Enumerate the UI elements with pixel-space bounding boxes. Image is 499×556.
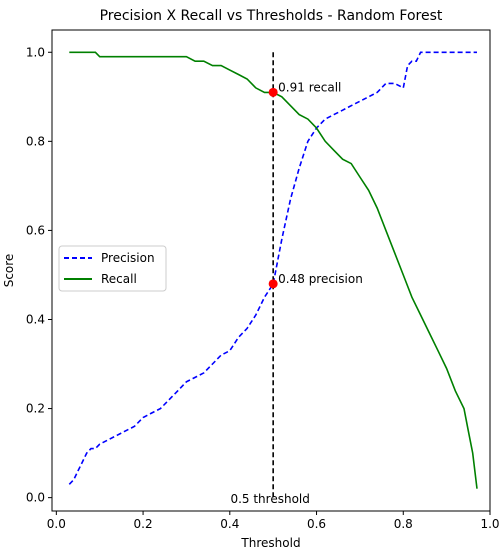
annotation-marker bbox=[268, 279, 278, 289]
chart-title: Precision X Recall vs Thresholds - Rando… bbox=[100, 8, 443, 24]
plot-frame bbox=[51, 29, 491, 512]
y-tick-label: 1.0 bbox=[26, 45, 45, 59]
x-tick-label: 0.2 bbox=[134, 517, 153, 531]
y-axis-label: Score bbox=[2, 254, 16, 288]
annotation-label: 0.48 precision bbox=[278, 272, 363, 286]
annotation-label: 0.91 recall bbox=[278, 80, 341, 94]
y-tick-label: 0.4 bbox=[26, 312, 45, 326]
y-tick-label: 0.6 bbox=[26, 223, 45, 237]
x-tick-label: 0.8 bbox=[394, 517, 413, 531]
series-line-recall bbox=[69, 51, 478, 489]
axis-ticks: 0.0 0.2 0.4 0.6 0.8 1.0 0.0 0.2 0.4 0.6 0.8 1.0 bbox=[26, 45, 499, 531]
annotation-marker bbox=[268, 87, 278, 97]
x-tick-label: 0.6 bbox=[307, 517, 326, 531]
legend-recall-label: Recall bbox=[101, 272, 137, 286]
x-tick-label: 0.0 bbox=[47, 517, 66, 531]
x-tick-label: 0.4 bbox=[220, 517, 239, 531]
x-tick-label: 1.0 bbox=[480, 517, 499, 531]
legend-precision-label: Precision bbox=[101, 251, 155, 265]
x-axis-label: Threshold bbox=[240, 536, 300, 550]
annotation-layer: 0.91 recall 0.48 precision bbox=[268, 80, 363, 289]
threshold-label: 0.5 threshold bbox=[230, 492, 309, 506]
y-tick-label: 0.8 bbox=[26, 134, 45, 148]
y-tick-label: 0.0 bbox=[26, 491, 45, 505]
legend: Precision Recall bbox=[58, 245, 167, 292]
series-layer: 0.5 threshold bbox=[68, 51, 478, 506]
y-tick-label: 0.2 bbox=[26, 402, 45, 416]
